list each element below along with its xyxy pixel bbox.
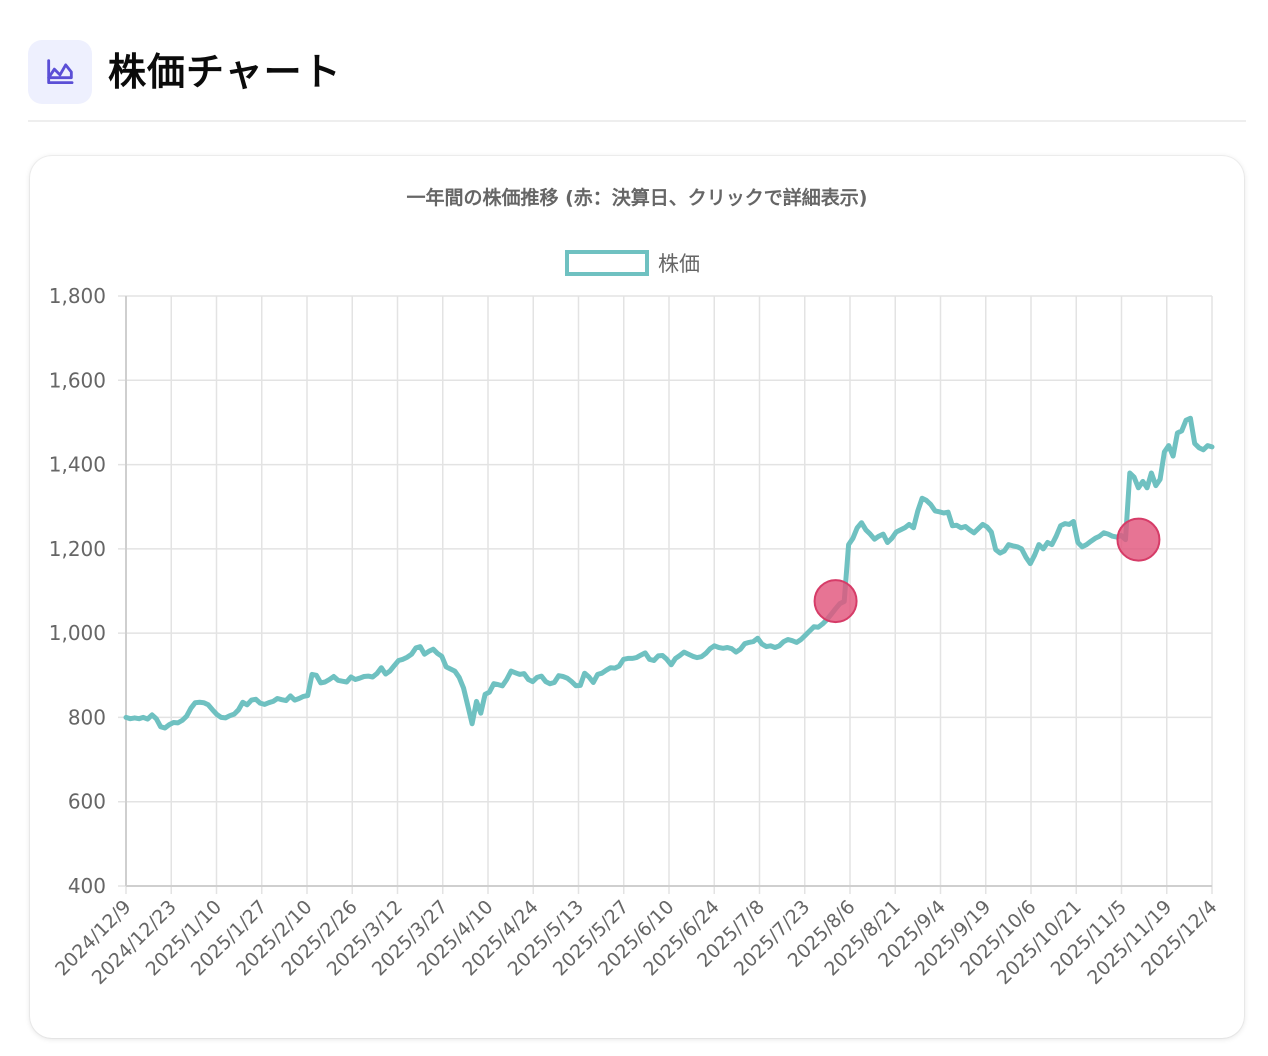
legend-label: 株価 xyxy=(658,252,700,276)
y-tick-label: 800 xyxy=(68,705,106,729)
chart-icon xyxy=(28,40,92,104)
chart-title: 一年間の株価推移 (赤：決算日、クリックで詳細表示) xyxy=(407,186,868,209)
chart-grid xyxy=(118,295,1213,894)
price-line xyxy=(123,415,1215,731)
earnings-marker[interactable] xyxy=(813,579,858,624)
y-tick-label: 1,800 xyxy=(49,284,106,308)
y-tick-label: 1,000 xyxy=(49,621,106,645)
y-tick-label: 400 xyxy=(68,874,106,898)
stock-price-chart[interactable]: 1,8001,6001,4001,2001,0008006004002024/1… xyxy=(30,156,1244,1038)
y-tick-label: 1,600 xyxy=(49,368,106,392)
y-tick-label: 1,200 xyxy=(49,537,106,561)
earnings-marker[interactable] xyxy=(1116,517,1161,562)
earnings-markers xyxy=(813,517,1161,624)
y-tick-label: 1,400 xyxy=(49,453,106,477)
chart-card: 1,800 1,600 1,400 1,200 1,000 800 600 400 2024/1… xyxy=(30,156,1244,1038)
series-price-line xyxy=(123,415,1215,731)
y-tick-label: 600 xyxy=(68,790,106,814)
page-title: 株価チャート xyxy=(108,50,342,94)
legend[interactable]: 株価 xyxy=(565,250,700,276)
page-header: 株価チャート xyxy=(28,40,1246,122)
chart-axes: 1,8001,6001,4001,2001,0008006004002024/1… xyxy=(49,284,1222,989)
legend-swatch xyxy=(565,250,649,276)
